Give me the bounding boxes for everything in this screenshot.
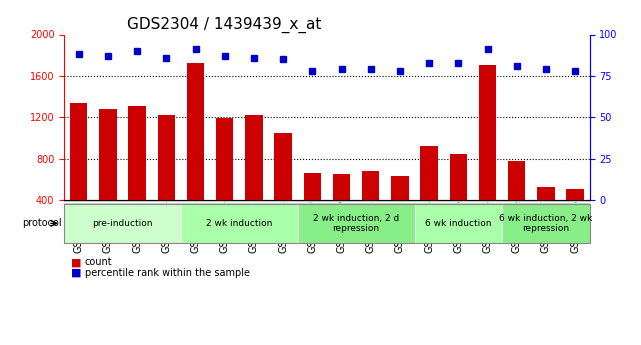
- Text: 6 wk induction: 6 wk induction: [425, 219, 492, 228]
- Bar: [391, 176, 409, 200]
- Bar: [70, 103, 87, 200]
- Bar: [567, 189, 584, 200]
- Bar: [274, 133, 292, 200]
- Text: protocol: protocol: [22, 218, 62, 228]
- Bar: [99, 109, 117, 200]
- Bar: [333, 174, 350, 200]
- Bar: [508, 161, 526, 200]
- Text: ■: ■: [71, 268, 81, 277]
- Bar: [420, 146, 438, 200]
- Bar: [158, 115, 175, 200]
- Text: GDS2304 / 1439439_x_at: GDS2304 / 1439439_x_at: [127, 17, 322, 33]
- Bar: [187, 63, 204, 200]
- Text: percentile rank within the sample: percentile rank within the sample: [85, 268, 249, 277]
- Bar: [304, 173, 321, 200]
- Text: 2 wk induction: 2 wk induction: [206, 219, 272, 228]
- Text: 6 wk induction, 2 wk
repression: 6 wk induction, 2 wk repression: [499, 214, 592, 233]
- Bar: [362, 171, 379, 200]
- Bar: [479, 65, 496, 200]
- Bar: [128, 106, 146, 200]
- Bar: [245, 115, 263, 200]
- Text: ■: ■: [71, 257, 81, 267]
- Bar: [216, 118, 233, 200]
- Bar: [537, 187, 554, 200]
- Text: pre-induction: pre-induction: [92, 219, 153, 228]
- Bar: [449, 154, 467, 200]
- Text: 2 wk induction, 2 d
repression: 2 wk induction, 2 d repression: [313, 214, 399, 233]
- Text: count: count: [85, 257, 112, 267]
